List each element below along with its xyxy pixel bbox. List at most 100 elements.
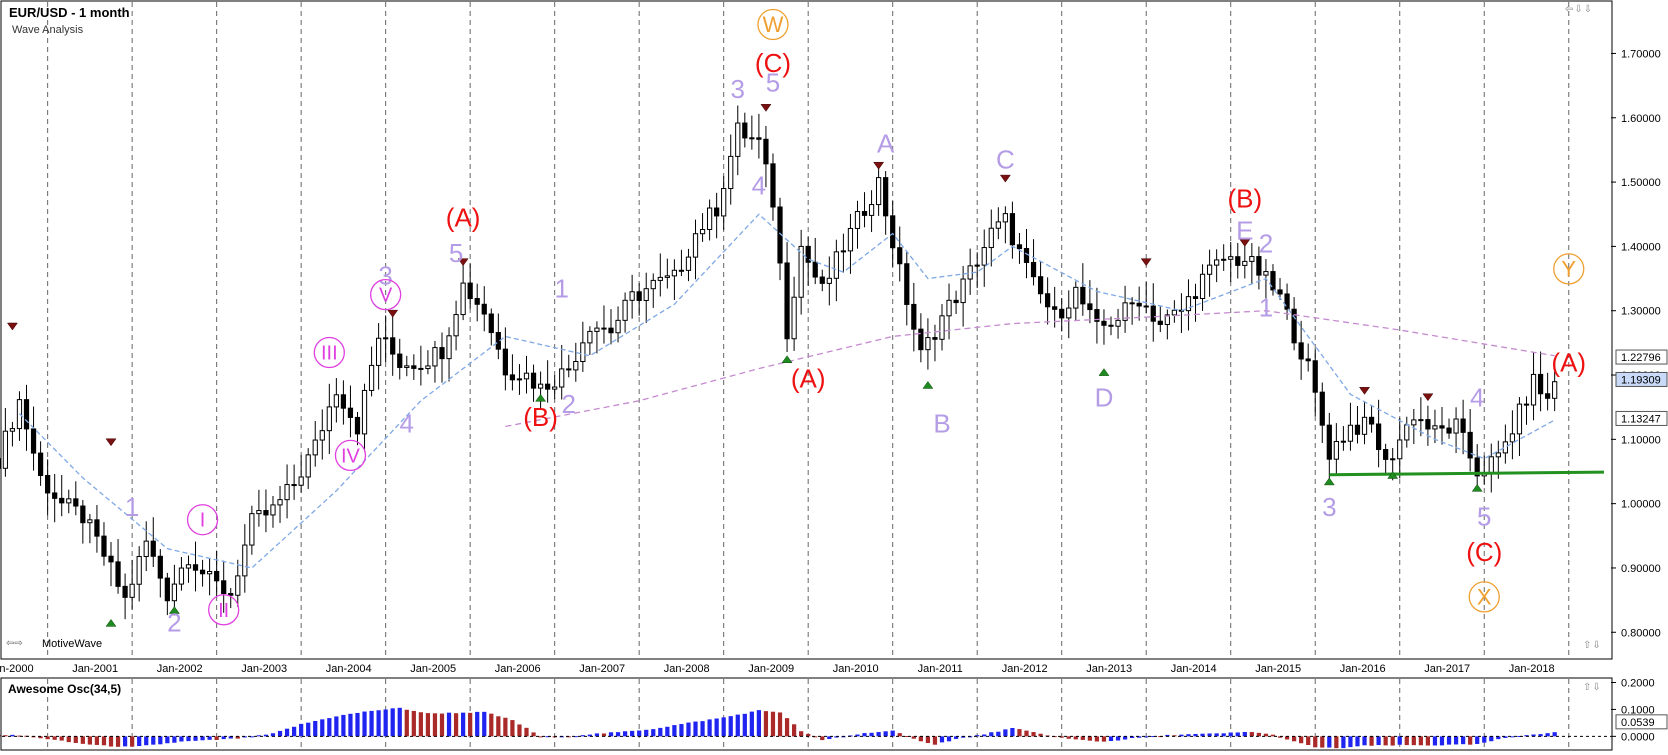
candle-body bbox=[657, 276, 663, 281]
osc-controls-icon[interactable]: ⇧⇩ bbox=[1583, 682, 1602, 693]
y-tick-label: 1.00000 bbox=[1621, 499, 1661, 511]
wave-label: X bbox=[1477, 585, 1492, 610]
osc-bar bbox=[475, 711, 480, 737]
osc-bar bbox=[1432, 736, 1438, 746]
osc-bar bbox=[45, 736, 50, 740]
osc-bar bbox=[1101, 736, 1107, 742]
osc-bar bbox=[587, 734, 592, 737]
candles bbox=[0, 105, 1558, 620]
candle-body bbox=[376, 337, 382, 366]
osc-bar bbox=[707, 719, 712, 737]
osc-bar bbox=[1151, 736, 1156, 738]
x-tick-label: Jan-2008 bbox=[664, 663, 710, 675]
osc-bar bbox=[1390, 736, 1395, 746]
candle-body bbox=[883, 177, 889, 217]
candle-body bbox=[925, 337, 931, 351]
y-tick-label: 1.10000 bbox=[1621, 434, 1661, 446]
candle-body bbox=[601, 327, 607, 330]
peak-marker bbox=[1140, 258, 1152, 267]
osc-bar bbox=[749, 711, 754, 737]
candle-body bbox=[530, 372, 537, 389]
osc-bar bbox=[925, 736, 931, 744]
candle-body bbox=[368, 364, 375, 391]
peak-marker bbox=[105, 438, 117, 447]
candle-body bbox=[1228, 256, 1234, 260]
osc-bar bbox=[446, 712, 452, 737]
candle-body bbox=[735, 122, 741, 157]
osc-bar bbox=[66, 736, 71, 743]
osc-bar bbox=[94, 736, 100, 745]
candle-body bbox=[812, 261, 818, 278]
osc-bar bbox=[270, 733, 276, 737]
osc-bar bbox=[1214, 733, 1219, 737]
osc-bar bbox=[1087, 736, 1092, 741]
osc-bar bbox=[327, 718, 332, 737]
candle-body bbox=[45, 474, 51, 494]
osc-bar bbox=[291, 726, 297, 737]
arrows-icon[interactable]: ⇦⇨ bbox=[6, 638, 23, 649]
wave-label: I bbox=[200, 510, 206, 532]
candle-body bbox=[453, 314, 459, 337]
osc-bar bbox=[482, 711, 487, 737]
candle-body bbox=[439, 347, 445, 360]
osc-bar bbox=[376, 710, 381, 737]
candle-body bbox=[404, 365, 410, 368]
candle-body bbox=[545, 383, 551, 390]
candle-body bbox=[129, 583, 135, 598]
wave-label: (B) bbox=[523, 402, 558, 432]
candle-body bbox=[333, 394, 339, 408]
candle-body bbox=[1502, 441, 1508, 454]
osc-bar bbox=[756, 710, 762, 737]
x-tick-label: Jan-2013 bbox=[1086, 663, 1132, 675]
osc-bar bbox=[1327, 736, 1332, 748]
candle-body bbox=[206, 570, 213, 575]
osc-bar bbox=[1418, 736, 1423, 746]
x-tick-label: Jan-2004 bbox=[326, 663, 372, 675]
osc-bar bbox=[151, 736, 156, 745]
osc-bar bbox=[1348, 736, 1353, 748]
candle-body bbox=[52, 492, 58, 499]
candle-body bbox=[904, 263, 910, 305]
candle-body bbox=[1080, 286, 1086, 305]
candle-body bbox=[411, 365, 417, 369]
x-tick-label: Jan-2007 bbox=[579, 663, 625, 675]
peak-marker bbox=[1359, 387, 1371, 395]
candle-body bbox=[981, 247, 987, 266]
osc-bar bbox=[644, 729, 649, 737]
scroll-controls-icon[interactable]: ⇧⇩ bbox=[1583, 640, 1602, 651]
osc-bar bbox=[235, 736, 240, 739]
trough-marker bbox=[1387, 471, 1399, 479]
osc-bar bbox=[700, 721, 705, 737]
osc-bar bbox=[144, 736, 149, 746]
osc-bar bbox=[468, 712, 473, 737]
candle-body bbox=[1523, 403, 1530, 406]
candle-body bbox=[1305, 358, 1311, 362]
candle-body bbox=[995, 221, 1001, 229]
osc-bar bbox=[996, 731, 1001, 737]
candle-body bbox=[523, 372, 530, 380]
osc-bar bbox=[1108, 736, 1114, 742]
osc-bar bbox=[1031, 732, 1036, 737]
wave-label: 5 bbox=[449, 238, 463, 268]
pivot-markers bbox=[6, 104, 1483, 627]
osc-bar bbox=[763, 711, 769, 737]
peak-marker bbox=[6, 322, 18, 331]
x-tick-label: Jan-2001 bbox=[72, 663, 118, 675]
osc-bar bbox=[1017, 729, 1022, 737]
osc-bar bbox=[1510, 736, 1515, 738]
osc-bar bbox=[52, 736, 57, 740]
candle-body bbox=[742, 122, 748, 139]
candle-body bbox=[164, 577, 170, 602]
osc-bar bbox=[1545, 733, 1550, 737]
osc-bar bbox=[1291, 736, 1297, 742]
osc-bar bbox=[742, 713, 747, 737]
osc-bar bbox=[496, 716, 501, 737]
osc-value-label: 0.0539 bbox=[1621, 717, 1655, 729]
osc-bar bbox=[883, 731, 888, 737]
osc-bar bbox=[3, 735, 8, 737]
osc-bar bbox=[362, 711, 367, 737]
osc-bar bbox=[200, 736, 205, 741]
trough-marker bbox=[1098, 368, 1110, 376]
osc-bar bbox=[580, 735, 585, 737]
window-controls-icon[interactable]: ⇦⇩⇩ bbox=[1565, 4, 1594, 15]
